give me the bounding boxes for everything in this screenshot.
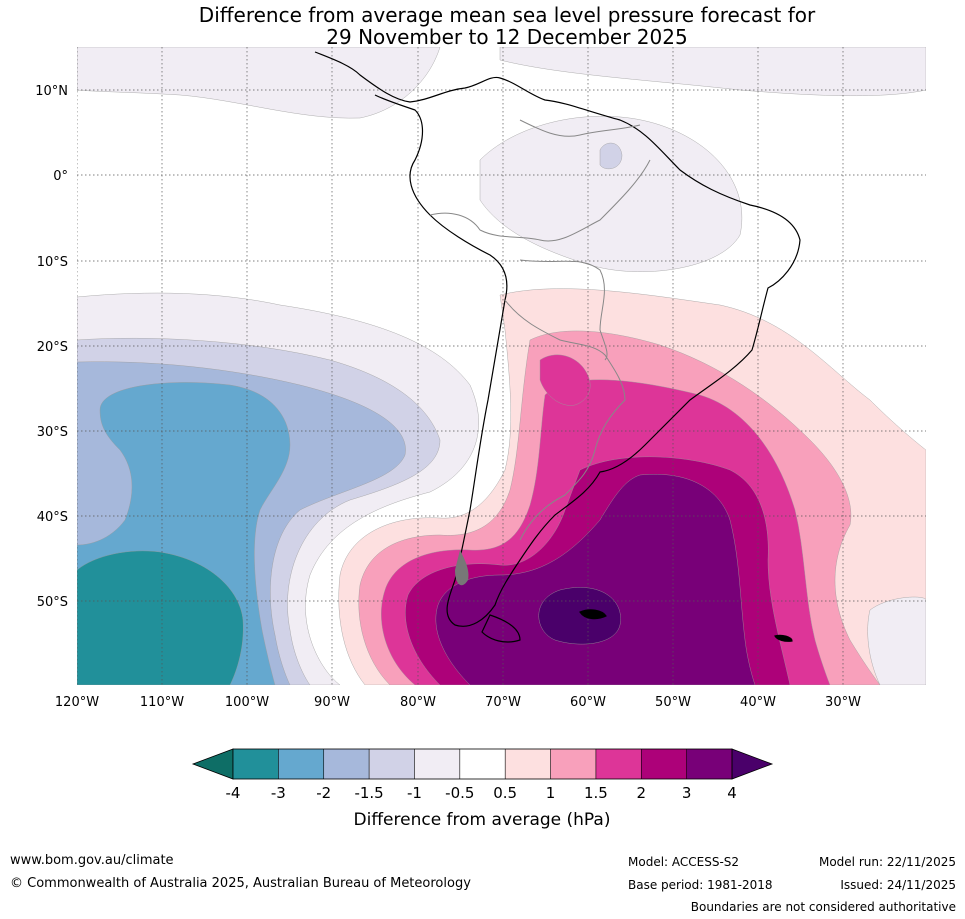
latitude-label: 0° <box>53 169 68 184</box>
colorbar-tick-label: -1.5 <box>354 784 383 802</box>
latitude-label: 50°S <box>37 595 68 610</box>
colorbar-tick-label: 1.5 <box>584 784 608 802</box>
falkland-islands <box>579 609 607 620</box>
contour-pos-2-patagonia-east <box>539 354 591 406</box>
contour-pos-3 <box>435 474 756 685</box>
footer-model: Model: ACCESS-S2 <box>628 855 740 869</box>
colorbar-min-extension <box>191 748 234 780</box>
colorbar-bins <box>233 749 733 779</box>
north-patch-amazon <box>479 116 743 272</box>
longitude-label: 60°W <box>570 695 606 710</box>
colorbar-tick-label: -1 <box>407 784 422 802</box>
longitude-label: 100°W <box>225 695 269 710</box>
chilean-islands <box>455 550 469 586</box>
colorbar-title: Difference from average (hPa) <box>354 810 611 830</box>
border-brazil-west <box>519 259 608 361</box>
footer-copyright: © Commonwealth of Australia 2025, Austra… <box>10 876 471 891</box>
country-borders <box>429 119 651 541</box>
colorbar-max-extension <box>731 748 774 780</box>
map-panel <box>77 47 926 685</box>
negative-anomaly-contours <box>77 292 479 685</box>
latitude-label: 30°S <box>37 425 68 440</box>
colorbar-tick-label: 0.5 <box>493 784 517 802</box>
colorbar-bin <box>505 749 552 779</box>
colorbar-bin <box>323 749 370 779</box>
contour-neg-3 <box>77 550 244 685</box>
colorbar-tick-label: -3 <box>271 784 286 802</box>
colorbar-outline <box>232 748 733 780</box>
colorbar-tick-labels: -4 -3 -2 -1.5 -1 -0.5 0.5 1 1.5 2 3 4 <box>226 784 737 802</box>
north-patch-pacific <box>77 47 441 119</box>
colorbar-tick-label: -4 <box>226 784 241 802</box>
latitude-label: 10°S <box>37 255 68 270</box>
colorbar-bin <box>550 749 597 779</box>
colorbar-bin <box>414 749 461 779</box>
north-patch-small <box>599 142 623 170</box>
colorbar-tick-label: 4 <box>727 784 737 802</box>
longitude-labels: 120°W 110°W 100°W 90°W 80°W 70°W 60°W 50°W 40°W 3… <box>55 695 861 710</box>
footer-issued: Issued: 24/11/2025 <box>840 878 956 892</box>
colorbar-tick-label: 3 <box>682 784 692 802</box>
colorbar-bin <box>595 749 642 779</box>
north-negative-patches <box>77 47 926 272</box>
north-patch-east <box>499 47 926 96</box>
colorbar-bin <box>459 749 506 779</box>
south-america-coastline <box>314 51 801 627</box>
map-title: Difference from average mean sea level p… <box>0 4 965 48</box>
border-andes <box>504 299 626 541</box>
longitude-label: 40°W <box>740 695 776 710</box>
colorbar-bin <box>233 749 279 779</box>
longitude-label: 90°W <box>314 695 350 710</box>
latitude-label: 20°S <box>37 340 68 355</box>
colorbar: -4 -3 -2 -1.5 -1 -0.5 0.5 1 1.5 2 3 4 Difference fr… <box>191 748 774 830</box>
border-guianas <box>519 119 641 137</box>
footer-disclaimer: Boundaries are not considered authoritat… <box>690 900 956 914</box>
colorbar-bin <box>278 749 325 779</box>
contour-pos-4 <box>538 587 621 645</box>
longitude-label: 110°W <box>140 695 184 710</box>
title-line-2: 29 November to 12 December 2025 <box>326 25 688 49</box>
title-line-1: Difference from average mean sea level p… <box>198 3 816 27</box>
south-georgia <box>774 634 793 642</box>
colorbar-tick-label: -2 <box>316 784 331 802</box>
footer-model-run: Model run: 22/11/2025 <box>818 855 956 869</box>
positive-anomaly-contours <box>338 288 926 685</box>
colorbar-bin <box>641 749 688 779</box>
east-negative-patch <box>867 596 926 685</box>
footer-base-period: Base period: 1981-2018 <box>628 878 773 892</box>
tierra-del-fuego <box>481 614 521 643</box>
latitude-label: 10°N <box>35 84 68 99</box>
latitude-label: 40°S <box>37 510 68 525</box>
longitude-label: 120°W <box>55 695 99 710</box>
longitude-label: 80°W <box>400 695 436 710</box>
colorbar-bin <box>369 749 415 779</box>
colorbar-tick-label: 2 <box>636 784 646 802</box>
border-north <box>429 159 651 242</box>
colorbar-tick-label: 1 <box>546 784 556 802</box>
footer-website[interactable]: www.bom.gov.au/climate <box>10 853 174 868</box>
longitude-label: 50°W <box>655 695 691 710</box>
coastlines <box>314 51 801 643</box>
graticule <box>77 47 926 685</box>
longitude-label: 70°W <box>485 695 521 710</box>
latitude-labels: 10°N 0° 10°S 20°S 30°S 40°S 50°S <box>35 84 68 610</box>
longitude-label: 30°W <box>825 695 861 710</box>
colorbar-bin <box>686 749 733 779</box>
colorbar-tick-label: -0.5 <box>445 784 474 802</box>
